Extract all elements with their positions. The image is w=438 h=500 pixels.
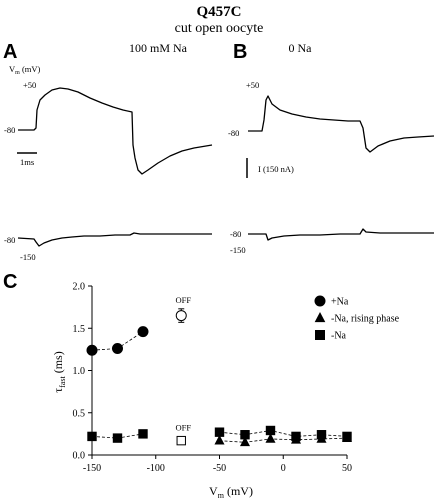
trace-a-bottom-label-minus80: -80 [4, 235, 15, 245]
y-tick-label: 0.5 [73, 408, 86, 419]
series-line-triangle [219, 437, 348, 443]
data-point-square [138, 429, 148, 439]
data-point-circle [86, 344, 98, 356]
x-tick-label: -150 [83, 463, 101, 474]
trace-a-top-label-minus80: -80 [4, 125, 15, 135]
y-axis-label: τfast (ms) [51, 351, 67, 392]
off-point-circle [175, 310, 187, 322]
tau-fast-chart: 0.0 0.5 1.0 1.5 2.0 -150 -100 -50 0 50 OFF OFF +Na… [51, 282, 400, 500]
data-point-square [112, 433, 123, 443]
off-label: OFF [175, 295, 191, 305]
data-point-square [265, 425, 276, 436]
chart-axes: 0.0 0.5 1.0 1.5 2.0 -150 -100 -50 0 50 [73, 282, 353, 475]
y-tick-label: 0.0 [73, 451, 86, 462]
data-point-triangle [239, 436, 251, 447]
panel-a-vm-label: Vm (mV) [9, 64, 41, 76]
trace-b-bottom-label-minus150: -150 [230, 245, 246, 255]
data-point-square [342, 431, 352, 442]
figure-title: Q457C [197, 4, 242, 20]
data-point-square [214, 427, 225, 437]
x-tick-label: -50 [213, 463, 226, 474]
trace-a-top-100mm-na [18, 87, 213, 175]
chart-off-labels: OFF OFF [175, 295, 191, 433]
data-point-square [291, 431, 301, 442]
series-line-square [219, 430, 348, 437]
trace-a-bottom-label-minus150: -150 [20, 252, 36, 262]
trace-b-top-0-na [248, 95, 435, 153]
panel-b: B 0 Na +50 -80 -80 -150 I (150 nA) [228, 41, 435, 255]
y-tick-label: 2.0 [73, 282, 86, 293]
x-axis-label: Vm (mV) [209, 484, 253, 500]
y-tick-label: 1.0 [73, 366, 86, 377]
data-point-triangle [214, 434, 225, 445]
data-point-triangle [265, 433, 276, 443]
data-point-square [87, 431, 97, 442]
data-point-circle [137, 326, 149, 338]
figure-subtitle: cut open oocyte [175, 21, 264, 36]
x-tick-label: 0 [281, 463, 286, 474]
legend-label: -Na, rising phase [331, 314, 400, 325]
trace-b-top-label-minus80: -80 [228, 128, 239, 138]
panel-b-condition: 0 Na [289, 41, 313, 55]
x-tick-label: -100 [147, 463, 165, 474]
data-point-square [240, 430, 250, 440]
panel-b-letter: B [233, 41, 247, 63]
panel-c-letter: C [3, 271, 17, 293]
chart-legend: +Na -Na, rising phase -Na [314, 295, 400, 342]
trace-b-bottom-0-na [248, 228, 434, 241]
trace-b-top-label-plus50: +50 [246, 80, 259, 90]
trace-a-bottom-100mm-na [17, 232, 212, 247]
panel-c: C 0.0 0.5 1.0 1.5 2.0 -150 -100 -50 0 50 OFF OFF +… [3, 271, 400, 500]
time-scale-label: 1ms [20, 157, 34, 167]
trace-a-top-label-plus50: +50 [23, 80, 36, 90]
legend-marker-triangle [314, 311, 326, 323]
chart-marks [86, 308, 353, 447]
legend-label: +Na [331, 297, 349, 308]
legend-marker-square [315, 330, 325, 340]
data-point-square [316, 430, 327, 440]
legend-label: -Na [331, 331, 347, 342]
y-tick-label: 1.5 [73, 324, 86, 335]
x-tick-label: 50 [342, 463, 352, 474]
trace-b-bottom-label-minus80: -80 [230, 229, 241, 239]
data-point-circle [112, 343, 123, 355]
legend-marker-circle [314, 295, 326, 307]
off-label: OFF [175, 423, 191, 433]
panel-a-letter: A [3, 41, 17, 63]
current-scale-label: I (150 nA) [258, 164, 294, 174]
panel-a: A 100 mM Na Vm (mV) +50 -80 -80 -150 1ms [3, 41, 213, 262]
panel-a-condition: 100 mM Na [129, 41, 188, 55]
off-point-square [176, 435, 186, 446]
